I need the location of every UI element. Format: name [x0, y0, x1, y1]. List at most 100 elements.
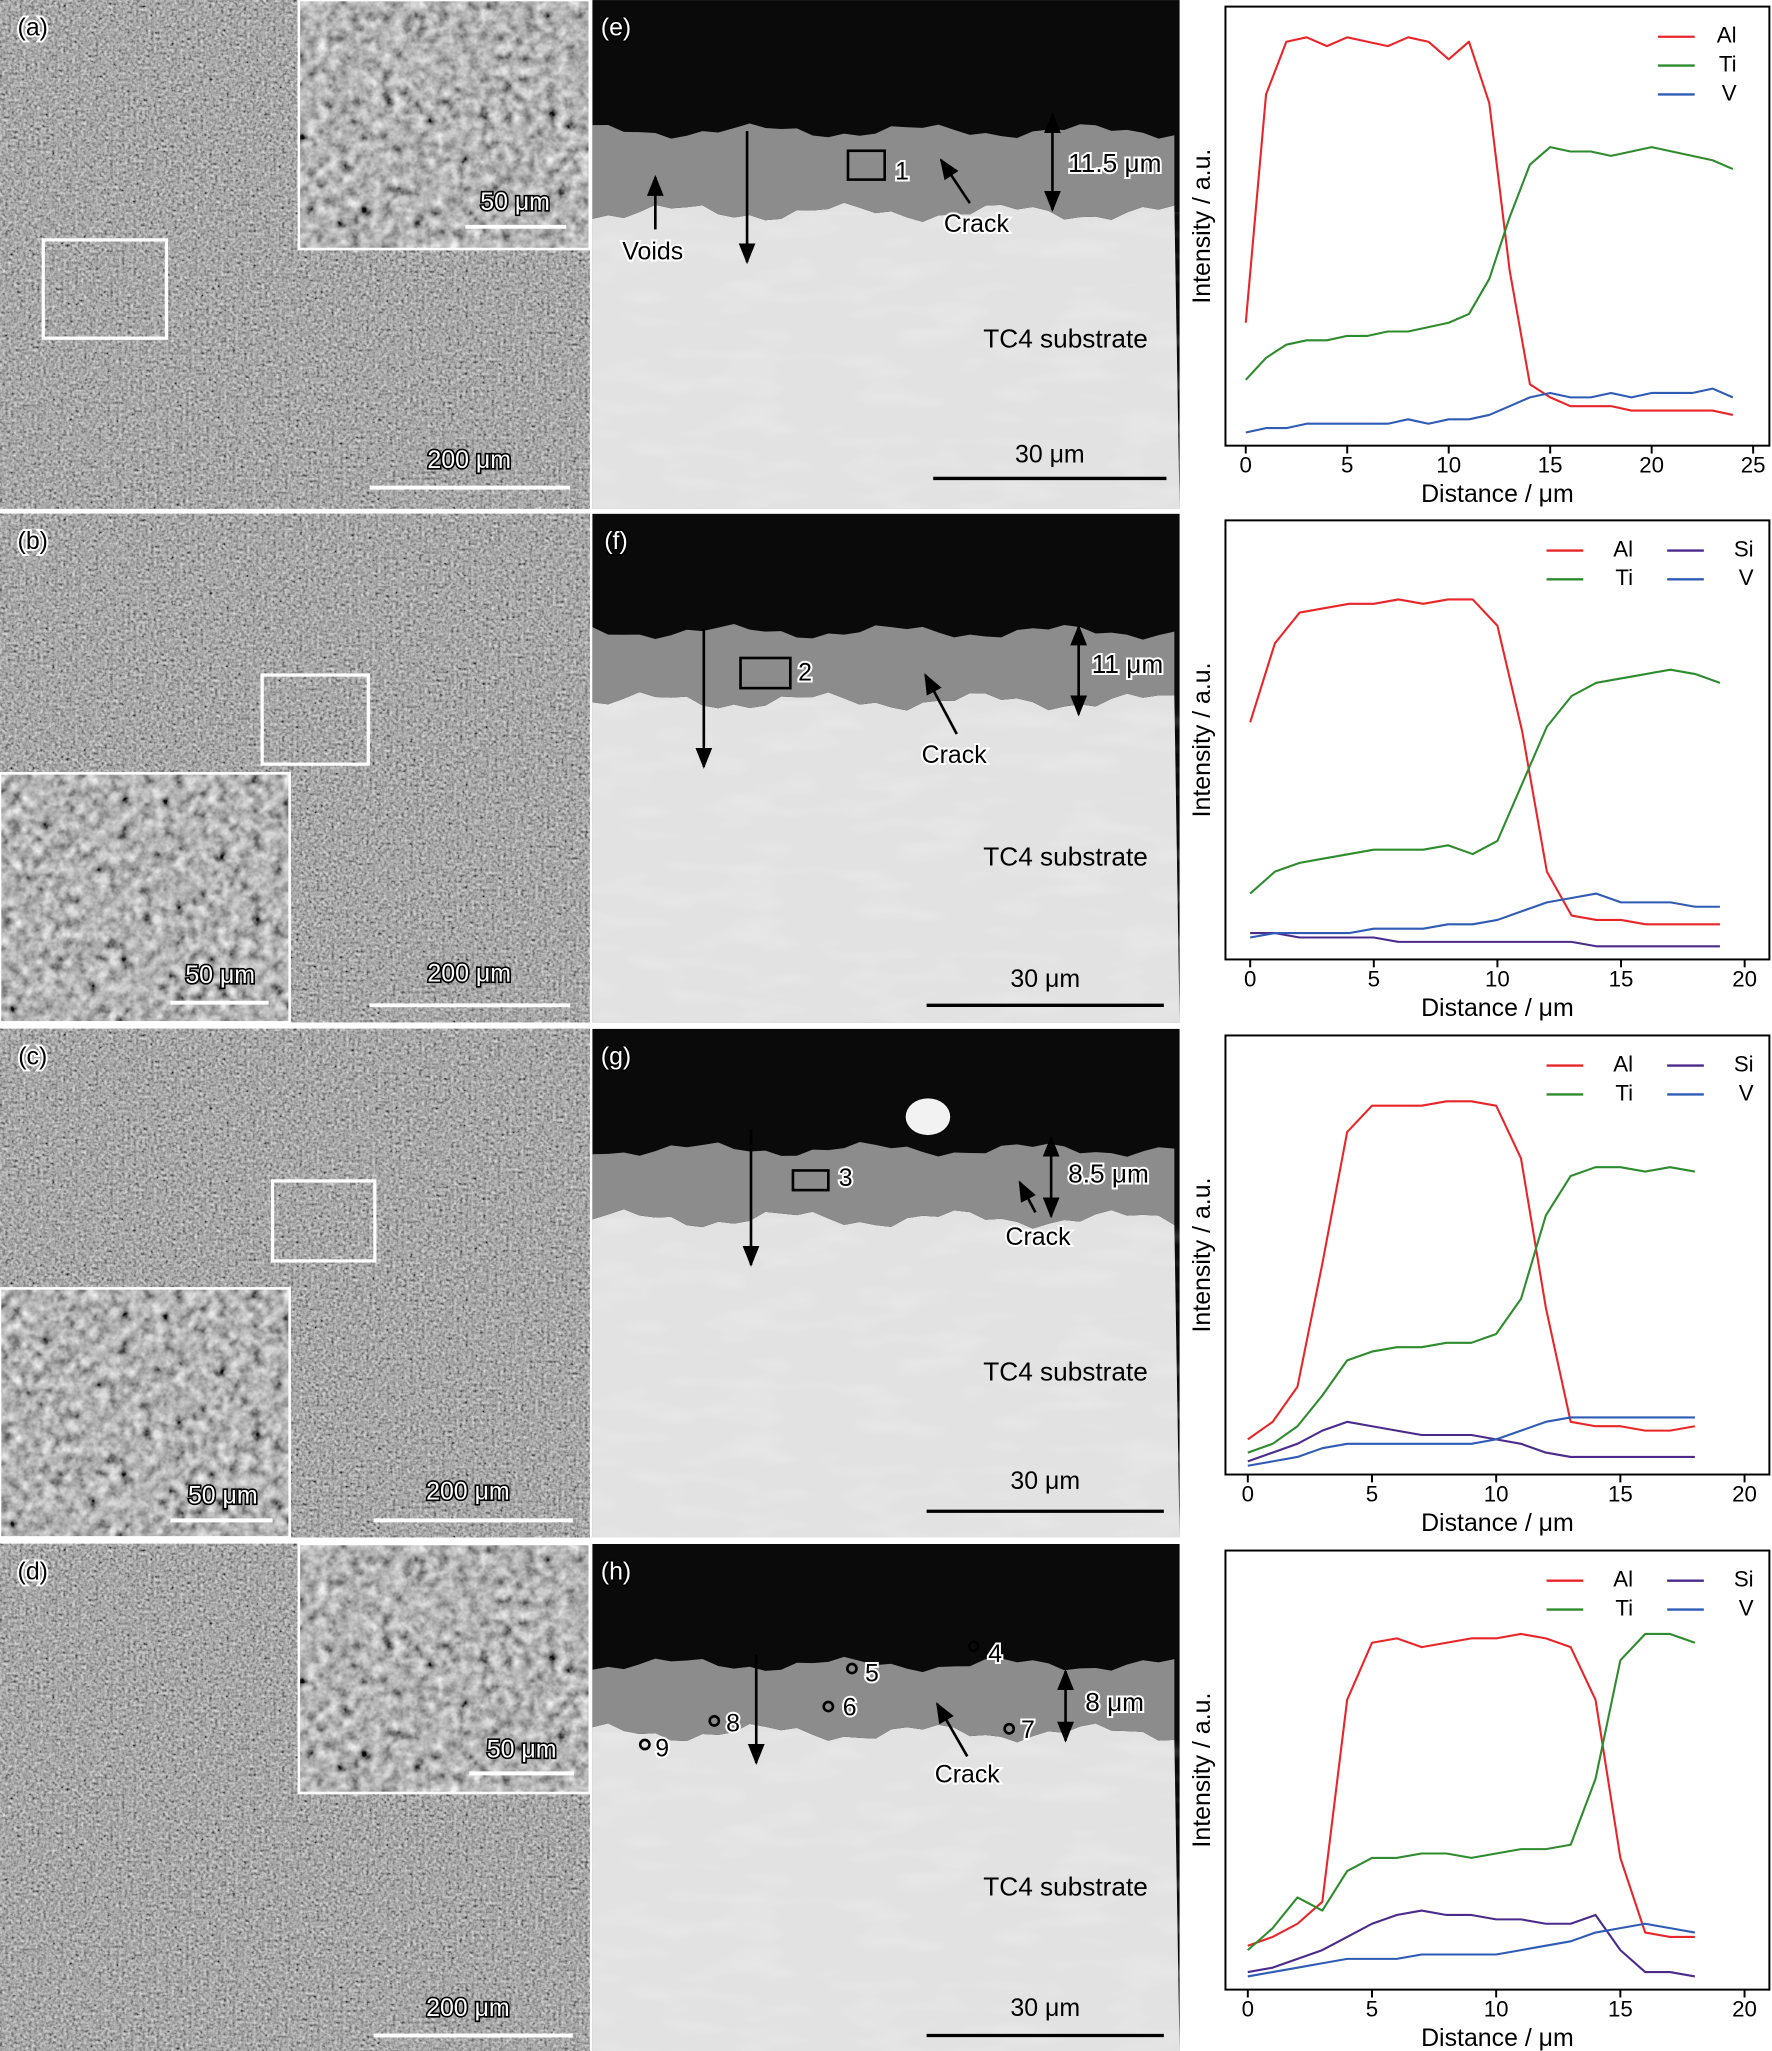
plot-area: [1225, 1035, 1770, 1475]
series-line: [1249, 892, 1720, 939]
panel-label: (b): [18, 527, 48, 555]
coating-layer: [592, 1656, 1175, 1743]
inset-border: [0, 1287, 291, 1539]
voids-label: Voids: [622, 238, 683, 266]
inset-border: [297, 0, 592, 251]
substrate-texture: [592, 212, 1180, 509]
particle: [905, 1098, 951, 1136]
analysis-point: [708, 1715, 721, 1727]
cross-section-panel: 8 μm Crack 4 56 7 8 9 TC4 substrate 30 μm (h): [592, 1543, 1180, 2051]
x-tick-label: 10: [1436, 453, 1461, 478]
inset-scale-label: 50 μm: [185, 961, 255, 989]
sem-panel: 50 μm 200 μm (a): [0, 0, 592, 509]
series-line: [1244, 36, 1734, 416]
panel-label: (c): [18, 1042, 47, 1070]
inset-border: [297, 1542, 592, 1795]
coating-layer: [592, 1142, 1175, 1229]
x-tick-label: 5: [1341, 453, 1353, 478]
crack-label: Crack: [1006, 1223, 1072, 1251]
scale-label: 30 μm: [1010, 965, 1080, 993]
point-label: 6: [843, 1694, 857, 1722]
legend-label: Al: [1717, 23, 1737, 48]
x-axis-title: Distance / μm: [1421, 1509, 1574, 1537]
x-tick-label: 20: [1732, 1481, 1757, 1506]
x-axis-title: Distance / μm: [1421, 480, 1574, 508]
analysis-point: [822, 1700, 835, 1713]
series-line: [1244, 146, 1734, 381]
crack-label: Crack: [922, 741, 988, 769]
line-scan-chart: 0 5 10 15 20 25 Distance / μm Intensity / a.u. A…: [1188, 5, 1771, 508]
line-scan-chart: 0 5 10 15 20 Distance / μm Intensity / a.u. Al T…: [1188, 1549, 1771, 2051]
panel-label: (d): [18, 1557, 48, 1585]
point-label: 3: [839, 1164, 853, 1192]
x-tick-label: 0: [1242, 1996, 1254, 2021]
scale-label: 30 μm: [1010, 1467, 1080, 1495]
inset-scale-label: 50 μm: [487, 1736, 557, 1764]
plot-frame: [1224, 1549, 1771, 1991]
legend-label: Si: [1734, 1567, 1754, 1592]
substrate-label: TC4 substrate: [983, 841, 1148, 871]
x-tick-label: 15: [1609, 966, 1634, 991]
zoom-box: [270, 1179, 377, 1263]
legend-label: Ti: [1719, 51, 1737, 76]
inset-scale-label: 50 μm: [480, 188, 550, 216]
analysis-box: [846, 149, 886, 181]
point-label: 7: [1021, 1716, 1035, 1744]
inset-texture: [298, 0, 590, 250]
point-label: 2: [798, 658, 812, 686]
legend-label: Ti: [1615, 1595, 1633, 1620]
legend-label: Ti: [1615, 565, 1633, 590]
panel-label: (a): [18, 13, 48, 41]
y-axis-title: Intensity / a.u.: [1188, 1178, 1216, 1333]
point-label: 9: [655, 1734, 669, 1762]
point-label: 8: [726, 1709, 740, 1737]
x-tick-label: 10: [1484, 1481, 1509, 1506]
series-line: [1247, 1416, 1695, 1467]
substrate-label: TC4 substrate: [983, 1357, 1148, 1387]
legend-label: V: [1739, 565, 1754, 590]
x-tick-label: 0: [1244, 966, 1256, 991]
x-tick-label: 25: [1741, 453, 1766, 478]
x-tick-label: 10: [1485, 966, 1510, 991]
crack-arrow: [935, 1702, 969, 1757]
y-axis-title: Intensity / a.u.: [1188, 149, 1216, 304]
y-axis-title: Intensity / a.u.: [1188, 1693, 1216, 1848]
plot-area: [1225, 6, 1770, 446]
x-tick-label: 15: [1608, 1996, 1633, 2021]
series-line: [1249, 668, 1721, 895]
panel-label: (f): [604, 527, 628, 555]
crack-arrow: [1018, 1180, 1037, 1214]
crack-arrow: [939, 158, 971, 204]
series-line: [1250, 932, 1720, 948]
panel-label: (h): [601, 1557, 631, 1585]
substrate-texture: [592, 1732, 1180, 2051]
legend-label: V: [1739, 1080, 1754, 1105]
point-label: 4: [988, 1640, 1002, 1668]
legend-label: Al: [1613, 1051, 1633, 1076]
legend-label: V: [1722, 80, 1737, 105]
x-axis-title: Distance / μm: [1421, 2024, 1574, 2051]
inset-texture: [298, 1543, 590, 1794]
series-line: [1245, 387, 1734, 434]
analysis-box: [739, 656, 792, 690]
sem-panel: 50 μm 200 μm (d): [0, 1542, 592, 2051]
inset-border: [0, 772, 291, 1024]
cross-section-panel: 8.5 μm Crack 3 TC4 substrate 30 μm (g): [592, 1028, 1180, 1538]
legend-label: Ti: [1615, 1080, 1633, 1105]
zoom-box: [260, 673, 370, 766]
plot-frame: [1224, 5, 1771, 447]
line-scan-chart: 0 5 10 15 20 Distance / μm Intensity / a.u. Al T…: [1188, 519, 1771, 1022]
series-line: [1247, 1632, 1695, 1947]
series-line: [1247, 1922, 1696, 1978]
plot-area: [1225, 1550, 1770, 1990]
inset-scale-label: 50 μm: [188, 1481, 258, 1509]
thickness-label: 11.5 μm: [1068, 148, 1161, 178]
scale-label: 30 μm: [1010, 1994, 1080, 2022]
crack-label: Crack: [935, 1761, 1001, 1789]
substrate-label: TC4 substrate: [983, 324, 1148, 354]
point-label: 5: [865, 1660, 879, 1688]
inset-texture: [0, 773, 290, 1023]
x-tick-label: 5: [1366, 1481, 1378, 1506]
line-scan-chart: 0 5 10 15 20 Distance / μm Intensity / a.u. Al T…: [1188, 1034, 1771, 1537]
